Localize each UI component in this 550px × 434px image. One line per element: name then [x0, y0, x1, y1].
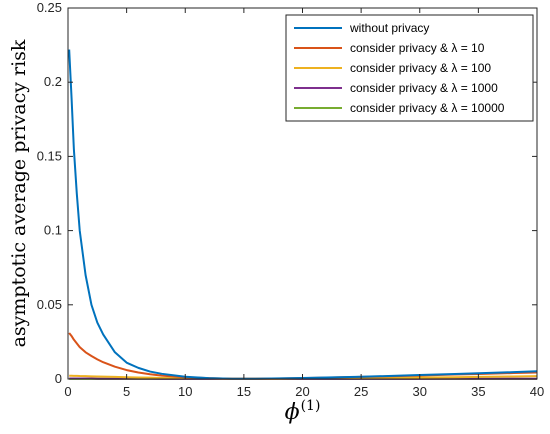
y-tick-label: 0.1	[44, 223, 62, 238]
series-line-1	[68, 49, 538, 380]
legend-label-3: consider privacy & λ = 100	[350, 61, 491, 75]
y-tick-label: 0.2	[44, 74, 62, 89]
y-tick-label: 0.25	[37, 0, 62, 15]
legend-label-5: consider privacy & λ = 10000	[350, 101, 505, 115]
series-line-3	[69, 374, 538, 380]
x-axis-symbol: ϕ	[285, 400, 300, 425]
y-tick-label: 0.05	[37, 297, 62, 312]
x-tick-label: 25	[354, 384, 368, 399]
x-axis-superscript: (1)	[301, 398, 321, 414]
axes: 0 5 10 15 20 25 30 35 40 0 0.05 0.1 0.15 0.2 0.25	[37, 0, 545, 399]
legend: without privacy consider privacy & λ = 10…	[285, 14, 534, 122]
y-axis-label: asymptotic average privacy risk	[8, 39, 30, 347]
x-tick-label: 0	[64, 384, 71, 399]
x-axis-label: ϕ(1)	[285, 398, 321, 425]
x-tick-label: 15	[237, 384, 251, 399]
legend-label-1: without privacy	[349, 21, 429, 35]
legend-label-4: consider privacy & λ = 1000	[350, 81, 498, 95]
x-tick-label: 10	[178, 384, 192, 399]
x-tick-label: 20	[295, 384, 309, 399]
x-tick-label: 35	[471, 384, 485, 399]
legend-label-2: consider privacy & λ = 10	[350, 41, 485, 55]
y-tick-label: 0	[55, 371, 62, 386]
x-tick-label: 5	[123, 384, 130, 399]
x-tick-label: 40	[530, 384, 544, 399]
y-tick-label: 0.15	[37, 148, 62, 163]
x-tick-label: 30	[413, 384, 427, 399]
